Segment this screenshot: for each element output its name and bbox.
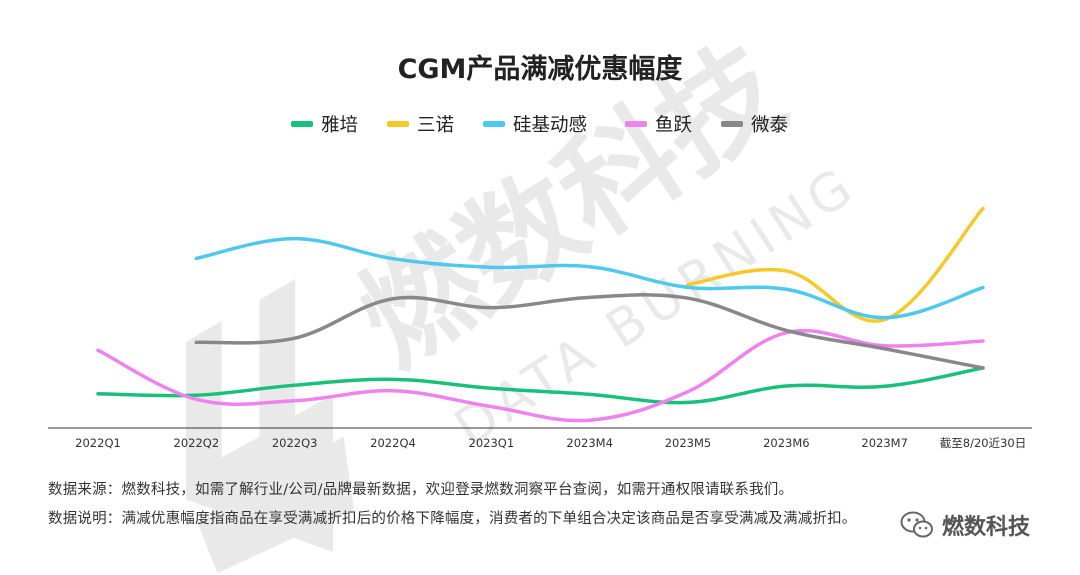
x-tick-label: 2023Q1 [469, 436, 515, 450]
legend-label: 微泰 [751, 115, 788, 136]
x-axis-ticks: 2022Q1 2022Q2 2022Q3 2022Q4 2023Q1 2023M4 2023… [75, 436, 1026, 450]
series-line-鱼跃 [96, 328, 985, 423]
legend-swatch [291, 121, 313, 127]
legend-label: 三诺 [417, 115, 454, 136]
data-description-note: 数据说明：满减优惠幅度指商品在享受满减折扣后的价格下降幅度，消费者的下单组合决定… [48, 511, 857, 527]
x-tick-label: 2023M4 [566, 436, 613, 450]
legend-swatch [483, 121, 505, 127]
legend-swatch [625, 121, 647, 127]
legend-item: 三诺 [387, 115, 454, 136]
series-line-雅培 [96, 366, 985, 405]
x-tick-label: 2023M5 [665, 436, 712, 450]
brand-name: 燃数科技 [942, 515, 1031, 540]
chart-title: CGM产品满减优惠幅度 [398, 53, 683, 85]
x-tick-label: 2022Q1 [75, 436, 121, 450]
x-tick-label: 2022Q4 [370, 436, 416, 450]
legend-item: 鱼跃 [625, 115, 692, 136]
watermark-flame-logo [186, 279, 354, 573]
chart-legend: 雅培 三诺 硅基动感 鱼跃 微泰 [291, 115, 788, 136]
x-tick-label: 2022Q3 [272, 436, 318, 450]
brand-signature: 燃数科技 [900, 508, 1030, 542]
x-tick-label: 2023M6 [763, 436, 810, 450]
series-line-微泰 [194, 293, 985, 370]
data-source-note: 数据来源：燃数科技，如需了解行业/公司/品牌最新数据，欢迎登录燃数洞察平台查阅，… [48, 482, 794, 498]
legend-label: 硅基动感 [513, 115, 587, 136]
legend-item: 雅培 [291, 115, 358, 136]
plot-area [96, 206, 985, 423]
legend-swatch [387, 121, 409, 127]
legend-label: 鱼跃 [655, 115, 692, 136]
legend-label: 雅培 [321, 115, 358, 136]
wechat-icon [900, 511, 933, 538]
legend-item: 硅基动感 [483, 115, 587, 136]
x-tick-label: 2022Q2 [174, 436, 220, 450]
x-tick-label: 2023M7 [861, 436, 908, 450]
x-tick-label: 截至8/20近30日 [940, 436, 1026, 450]
legend-item: 微泰 [721, 115, 788, 136]
legend-swatch [721, 121, 743, 127]
series-line-硅基动感 [194, 236, 985, 320]
